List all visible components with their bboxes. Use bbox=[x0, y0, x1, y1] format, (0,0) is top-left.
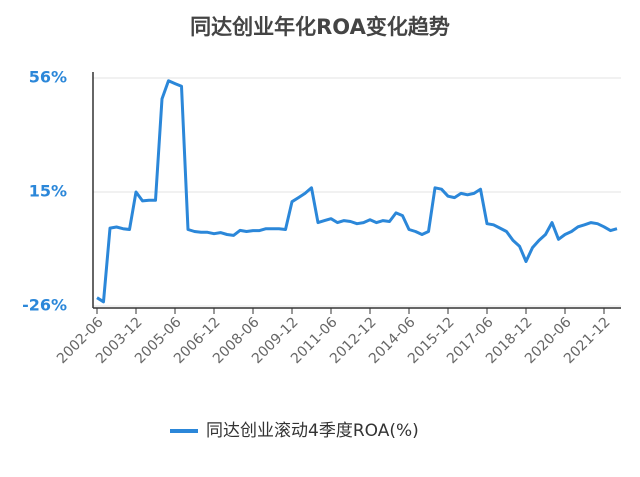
y-tick-label: 15% bbox=[29, 182, 67, 201]
legend-label: 同达创业滚动4季度ROA(%) bbox=[206, 421, 419, 441]
chart-title: 同达创业年化ROA变化趋势 bbox=[190, 15, 450, 39]
y-tick-label: -26% bbox=[22, 296, 67, 315]
data-line bbox=[96, 79, 618, 304]
y-tick-label: 56% bbox=[29, 68, 67, 87]
